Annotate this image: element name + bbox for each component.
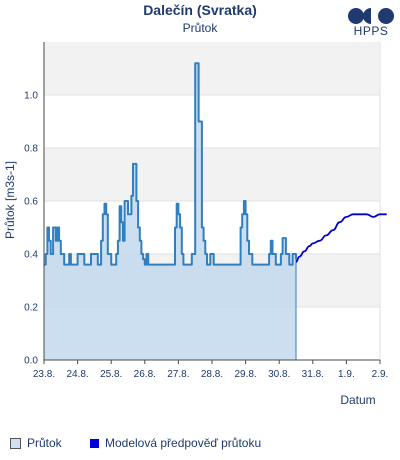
y-tick-label: 0.8 xyxy=(24,144,38,155)
y-tick-label: 0.4 xyxy=(24,250,38,261)
x-tick-label: 23.8. xyxy=(33,369,55,380)
flow-chart: 0.00.20.40.60.81.0 23.8. 24.8. 25.8. 26.8. 2… xyxy=(3,42,389,407)
legend-label-observed: Průtok xyxy=(27,436,62,450)
x-tick-label: 28.8. xyxy=(201,369,223,380)
series-line-observed xyxy=(44,62,297,266)
series-line-forecast xyxy=(295,213,387,263)
chart-title: Dalečín (Svratka) xyxy=(143,2,257,18)
plot-band xyxy=(44,42,380,95)
legend-label-forecast: Modelová předpověď průtoku xyxy=(105,436,262,450)
x-axis-title: Datum xyxy=(340,393,375,407)
y-tick-labels: 0.0 0.2 0.4 0.6 0.8 1.0 xyxy=(24,91,38,367)
x-tick-label: 24.8. xyxy=(66,369,88,380)
x-tick-label: 26.8. xyxy=(134,369,156,380)
hpps-logo-icon xyxy=(348,8,394,24)
x-tick-label: 25.8. xyxy=(100,369,122,380)
observed-area-fill xyxy=(44,63,296,360)
chart-subtitle: Průtok xyxy=(182,21,218,35)
y-tick-label: 0.2 xyxy=(24,303,38,314)
x-tick-labels: 23.8. 24.8. 25.8. 26.8. 27.8. 28.8. 29.8. 30.8.… xyxy=(33,369,389,380)
x-tick-label: 30.8. xyxy=(268,369,290,380)
logo-text: HPPS xyxy=(353,24,389,38)
x-tick-label: 27.8. xyxy=(167,369,189,380)
observed-area xyxy=(44,63,297,360)
x-tick-label: 1.9. xyxy=(338,369,355,380)
legend-item-observed[interactable]: Průtok xyxy=(10,436,62,450)
y-tick-label: 0.6 xyxy=(24,197,38,208)
x-tick-label: 2.9. xyxy=(372,369,389,380)
y-axis-title: Průtok [m3s-1] xyxy=(3,161,17,239)
legend-swatch-forecast xyxy=(90,439,99,449)
grid-lines xyxy=(44,42,381,360)
y-tick-label: 0.0 xyxy=(24,356,38,367)
x-tick-label: 29.8. xyxy=(234,369,256,380)
axes xyxy=(43,42,381,364)
series-lines xyxy=(44,62,387,266)
legend-swatch-observed xyxy=(10,438,21,450)
x-tick-label: 31.8. xyxy=(302,369,324,380)
y-tick-label: 1.0 xyxy=(24,91,38,102)
plot-band xyxy=(44,148,380,201)
legend-item-forecast[interactable]: Modelová předpověď průtoku xyxy=(90,436,261,450)
